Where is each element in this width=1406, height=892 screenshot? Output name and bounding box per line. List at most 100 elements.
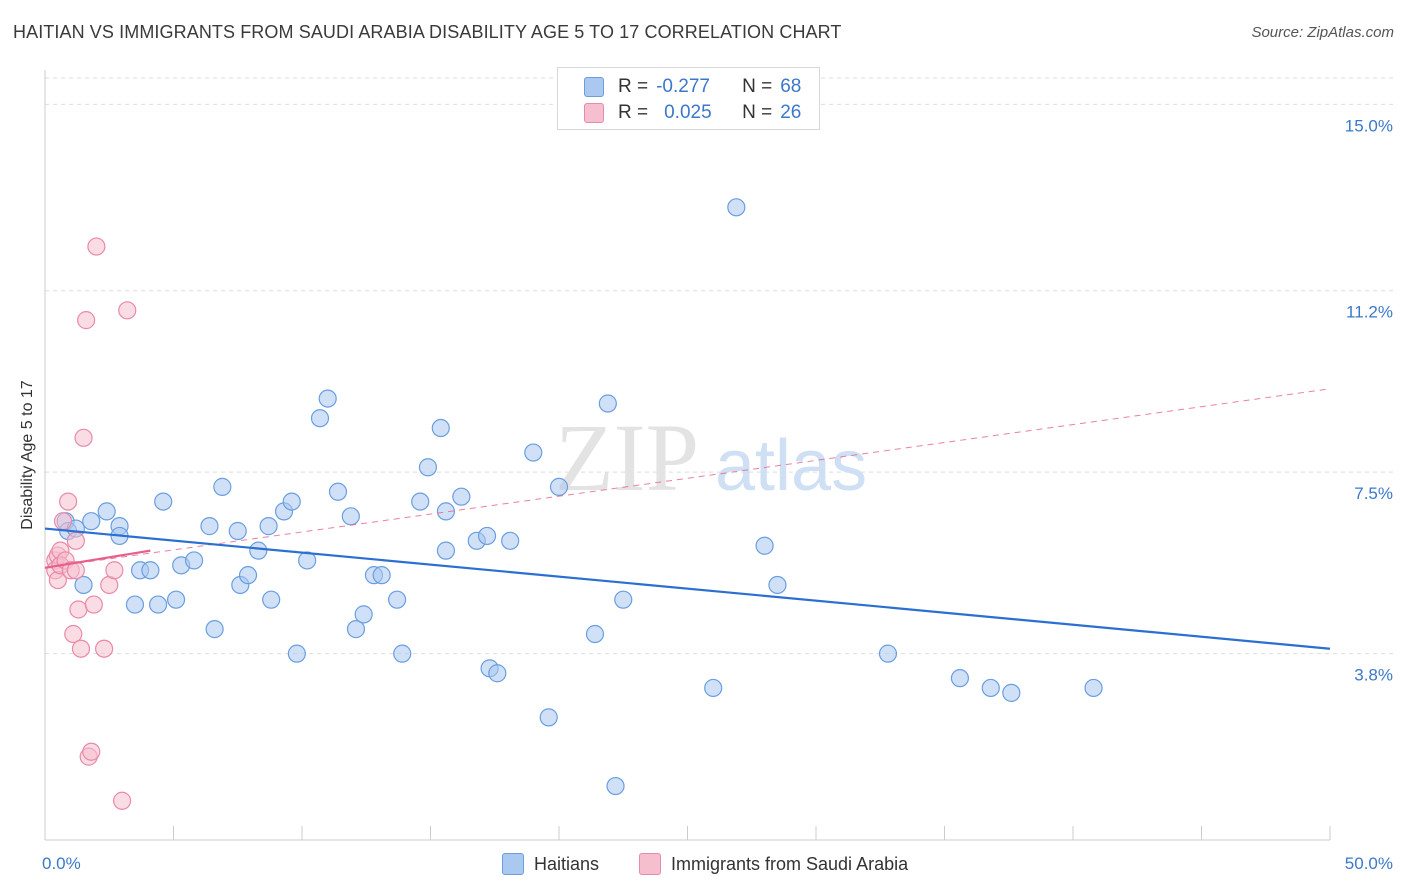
haitian-point: [228, 521, 247, 541]
legend-row-saudi: R = 0.025 N = 26: [584, 100, 801, 126]
haitian-point: [154, 492, 173, 511]
haitian-point: [259, 517, 278, 536]
saudi-point: [105, 561, 124, 580]
r-label: R =: [618, 102, 649, 123]
haitian-point: [205, 620, 224, 639]
haitian-point: [249, 541, 268, 560]
data-points: [46, 198, 1103, 810]
haitian-point: [387, 590, 407, 609]
haitian-point: [539, 708, 558, 727]
n-value: 26: [780, 102, 802, 123]
r-value: 0.025: [664, 102, 712, 123]
haitian-point: [452, 487, 471, 506]
haitian-point: [477, 526, 497, 546]
haitian-point: [372, 566, 391, 585]
haitian-point: [488, 664, 507, 683]
haitian-point: [549, 477, 569, 496]
correlation-legend: R = -0.277 N = 68 R = 0.025 N = 26: [557, 67, 820, 130]
y-tick-label: 7.5%: [1354, 484, 1393, 503]
saudi-point: [118, 301, 137, 320]
haitian-point: [598, 394, 617, 413]
n-label: N =: [742, 76, 773, 97]
legend-label-haitians: Haitians: [534, 853, 600, 874]
axes: [44, 70, 1331, 841]
saudi-point: [64, 624, 83, 644]
haitian-point: [436, 502, 456, 521]
legend-label-saudi: Immigrants from Saudi Arabia: [671, 853, 909, 874]
haitian-point: [148, 595, 168, 614]
r-value: -0.277: [656, 76, 710, 97]
haitian-point: [354, 605, 373, 624]
n-value: 68: [780, 76, 802, 97]
saudi-point: [112, 791, 132, 810]
saudi-point: [87, 237, 106, 256]
haitian-point: [310, 409, 330, 428]
haitian-point: [287, 644, 306, 663]
x-tick-label: 0.0%: [42, 854, 81, 873]
haitian-point: [328, 482, 348, 501]
tick-labels: 3.8% 7.5% 11.2% 15.0% 0.0% 50.0%: [42, 116, 1393, 873]
haitian-point: [238, 566, 258, 585]
y-tick-label: 3.8%: [1354, 666, 1393, 685]
haitians-swatch: [584, 77, 604, 97]
saudi-trend-dashed: [44, 388, 1331, 569]
haitian-point: [262, 590, 281, 609]
source-credit: Source: ZipAtlas.com: [1251, 24, 1394, 41]
haitian-point: [1002, 683, 1021, 702]
n-label: N =: [742, 102, 773, 123]
saudi-point: [71, 639, 91, 658]
haitian-point: [282, 492, 301, 511]
haitian-point: [878, 644, 898, 663]
haitian-point: [184, 551, 204, 570]
watermark: ZIP atlas: [555, 404, 867, 511]
haitian-point: [82, 512, 101, 531]
haitian-point: [393, 644, 412, 663]
haitian-point: [298, 551, 317, 570]
saudi-point: [66, 531, 85, 550]
haitians-legend-swatch: [502, 853, 524, 875]
saudi-legend-swatch: [639, 853, 661, 875]
haitian-point: [727, 198, 746, 217]
haitian-point: [1084, 678, 1103, 698]
r-label: R =: [618, 76, 649, 97]
haitian-point: [501, 531, 520, 550]
trend-lines: [44, 388, 1331, 650]
haitian-point: [704, 678, 723, 698]
haitian-point: [213, 477, 232, 496]
haitian-point: [200, 517, 219, 536]
haitian-point: [585, 624, 605, 644]
haitian-point: [768, 575, 787, 595]
haitian-point: [346, 620, 366, 639]
saudi-trend-solid: [44, 549, 151, 569]
saudi-point: [82, 742, 101, 761]
saudi-point: [95, 639, 114, 658]
chart-title: HAITIAN VS IMMIGRANTS FROM SAUDI ARABIA …: [13, 22, 842, 42]
saudi-point: [84, 595, 103, 614]
saudi-point: [59, 492, 78, 511]
saudi-point: [77, 311, 96, 330]
x-tick-label: 50.0%: [1345, 854, 1393, 873]
haitian-point: [141, 561, 160, 580]
haitian-point: [614, 590, 633, 609]
haitian-point: [125, 595, 145, 614]
haitian-point: [97, 502, 116, 521]
haitian-point: [436, 541, 456, 560]
legend-item-haitians: Haitians: [502, 851, 599, 877]
saudi-point: [69, 600, 88, 619]
haitian-point: [341, 507, 360, 526]
haitian-point: [411, 492, 430, 511]
haitian-point: [606, 776, 625, 796]
haitian-point: [524, 443, 543, 462]
saudi-swatch: [584, 103, 604, 123]
y-tick-label: 11.2%: [1346, 303, 1393, 322]
haitian-point: [166, 590, 186, 609]
saudi-point: [74, 428, 93, 447]
haitian-point: [950, 669, 970, 688]
haitian-point: [418, 458, 438, 477]
y-tick-label: 15.0%: [1345, 116, 1393, 135]
watermark-atlas: atlas: [715, 426, 867, 506]
haitians-trend-line: [44, 527, 1331, 650]
legend-row-haitians: R = -0.277 N = 68: [584, 74, 801, 100]
haitian-point: [981, 678, 1000, 698]
